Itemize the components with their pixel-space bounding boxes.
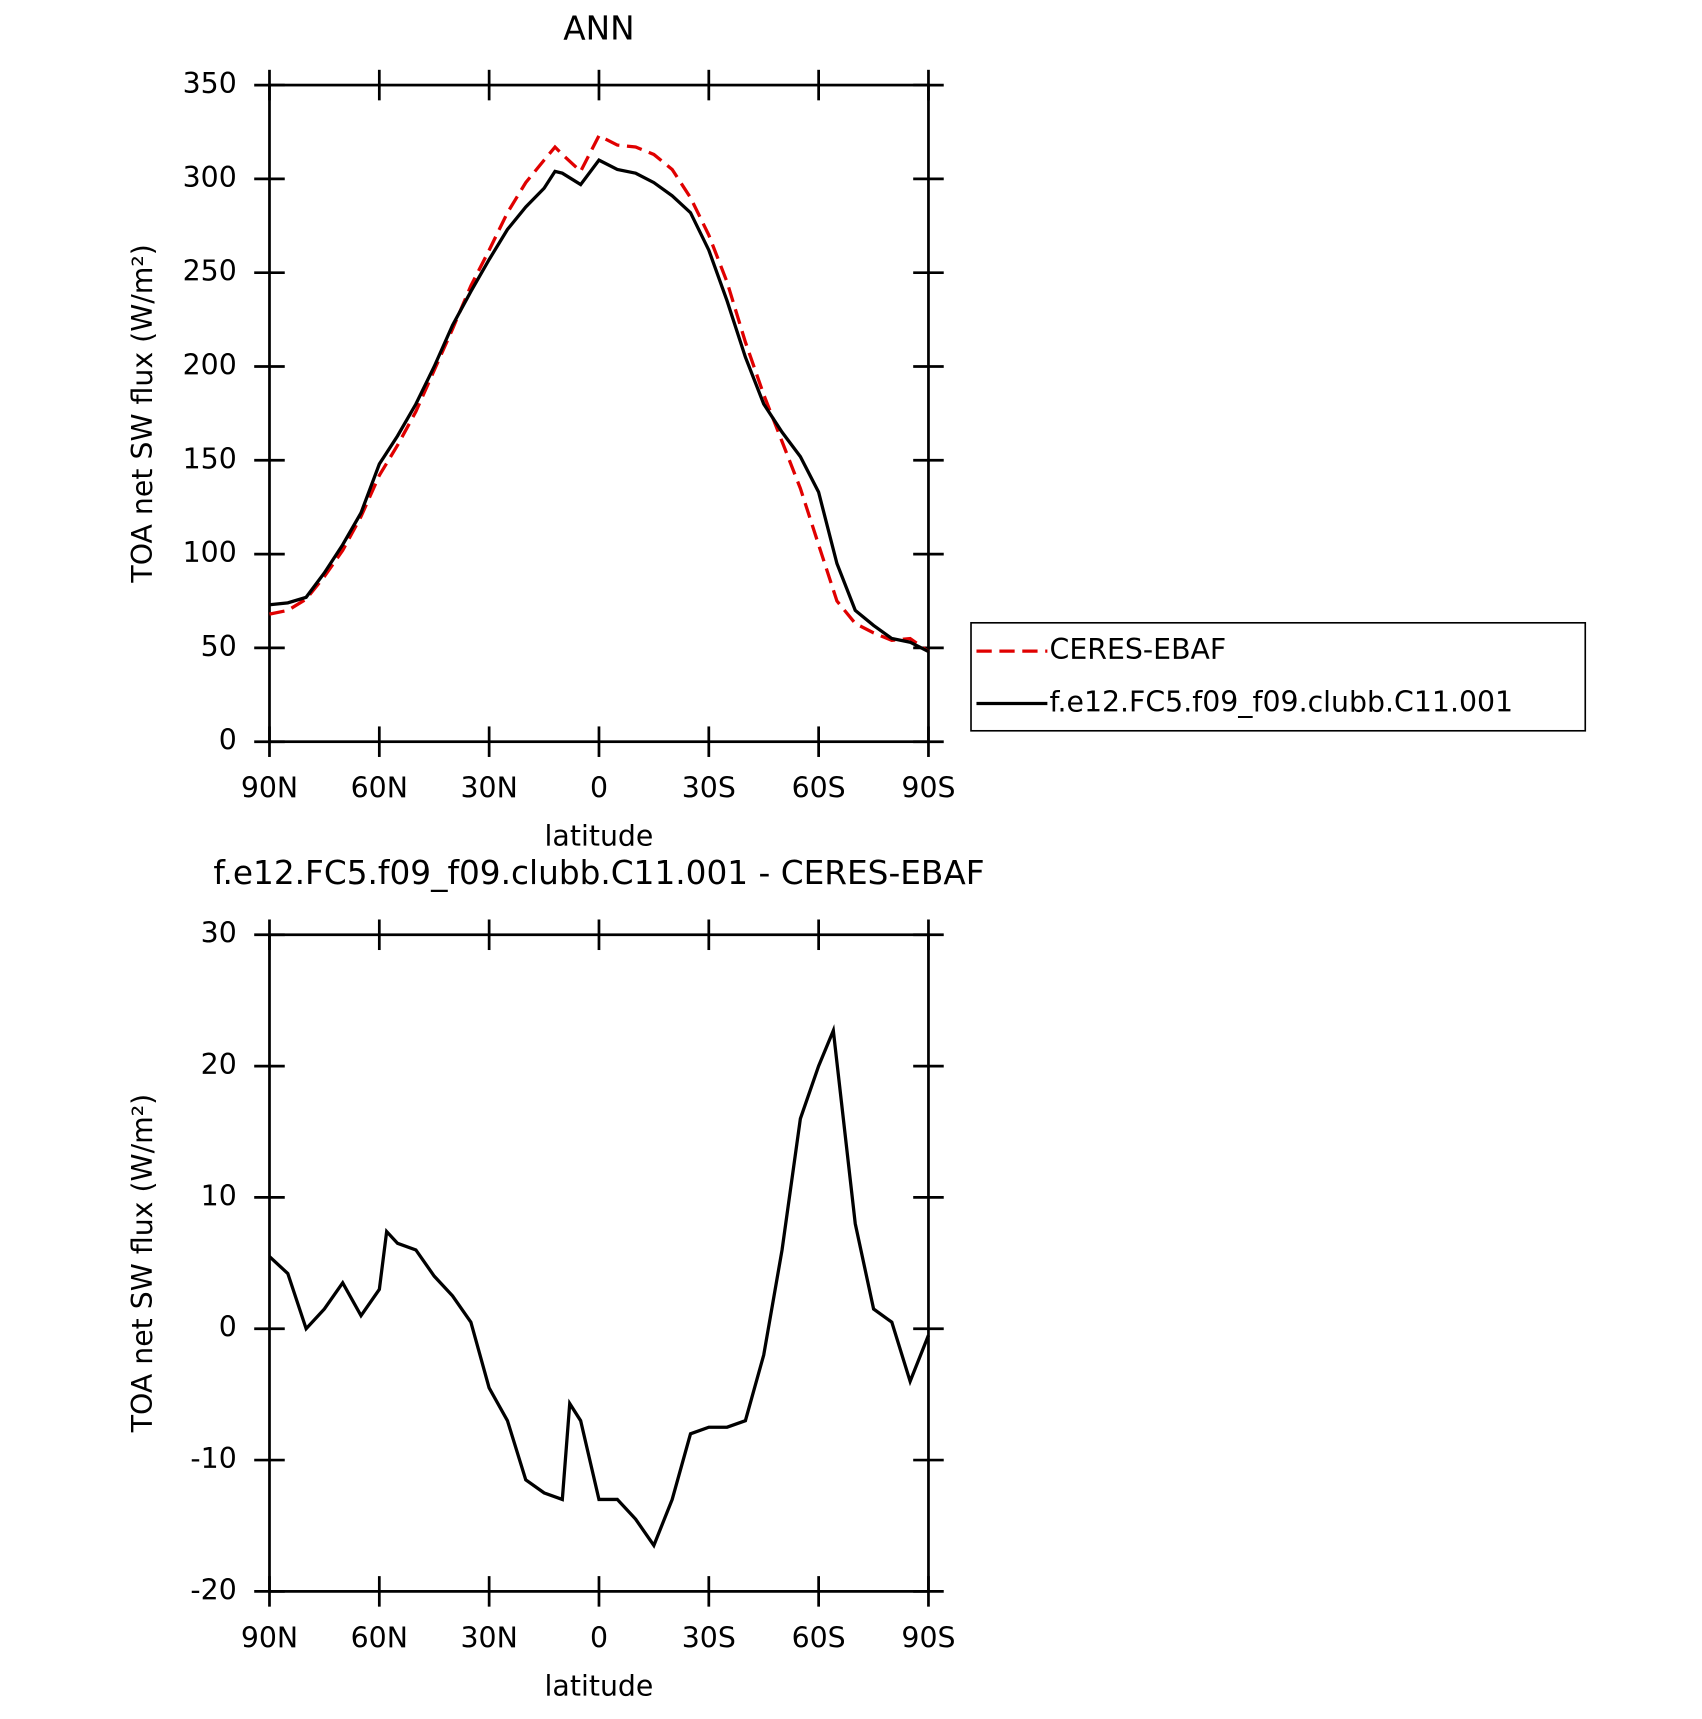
y-tick-label: -20 <box>190 1573 236 1606</box>
legend-label: CERES-EBAF <box>1050 633 1227 666</box>
x-tick-label: 30N <box>460 772 517 805</box>
x-tick-label: 30S <box>682 1621 736 1654</box>
legend-label: f.e12.FC5.f09_f09.clubb.C11.001 <box>1050 686 1514 719</box>
data-line <box>269 133 930 653</box>
x-tick-label: 60S <box>792 1621 846 1654</box>
data-line <box>269 158 930 654</box>
x-tick-label: 0 <box>590 1621 608 1654</box>
plot-frame <box>268 83 930 744</box>
x-tick-label: 30N <box>460 1621 517 1654</box>
chart-title: ANN <box>563 10 634 48</box>
y-tick-label: 300 <box>183 161 237 194</box>
x-tick-label: 90N <box>241 1621 298 1654</box>
chart-title: f.e12.FC5.f09_f09.clubb.C11.001 - CERES-… <box>213 854 984 892</box>
y-tick-label: 20 <box>201 1048 237 1081</box>
x-axis-label: latitude <box>545 820 654 853</box>
y-tick-label: 0 <box>219 1311 237 1344</box>
legend-box <box>970 621 1587 732</box>
x-tick-label: 60N <box>351 772 408 805</box>
y-axis-label: TOA net SW flux (W/m²) <box>126 1094 159 1433</box>
y-tick-label: 50 <box>201 630 237 663</box>
x-tick-label: 30S <box>682 772 736 805</box>
y-tick-label: 30 <box>201 917 237 950</box>
y-tick-label: 250 <box>183 255 237 288</box>
y-tick-label: 200 <box>183 348 237 381</box>
x-axis-label: latitude <box>545 1669 654 1702</box>
y-tick-label: 0 <box>219 724 237 757</box>
y-axis-label: TOA net SW flux (W/m²) <box>126 244 159 583</box>
x-tick-label: 0 <box>590 772 608 805</box>
x-tick-label: 60S <box>792 772 846 805</box>
y-tick-label: 150 <box>183 442 237 475</box>
y-tick-label: 100 <box>183 536 237 569</box>
y-tick-label: -10 <box>190 1442 236 1475</box>
data-line <box>268 1024 930 1549</box>
x-tick-label: 90S <box>901 772 955 805</box>
x-tick-label: 60N <box>351 1621 408 1654</box>
y-tick-label: 10 <box>201 1179 237 1212</box>
x-tick-label: 90S <box>901 1621 955 1654</box>
x-tick-label: 90N <box>241 772 298 805</box>
y-tick-label: 350 <box>183 67 237 100</box>
